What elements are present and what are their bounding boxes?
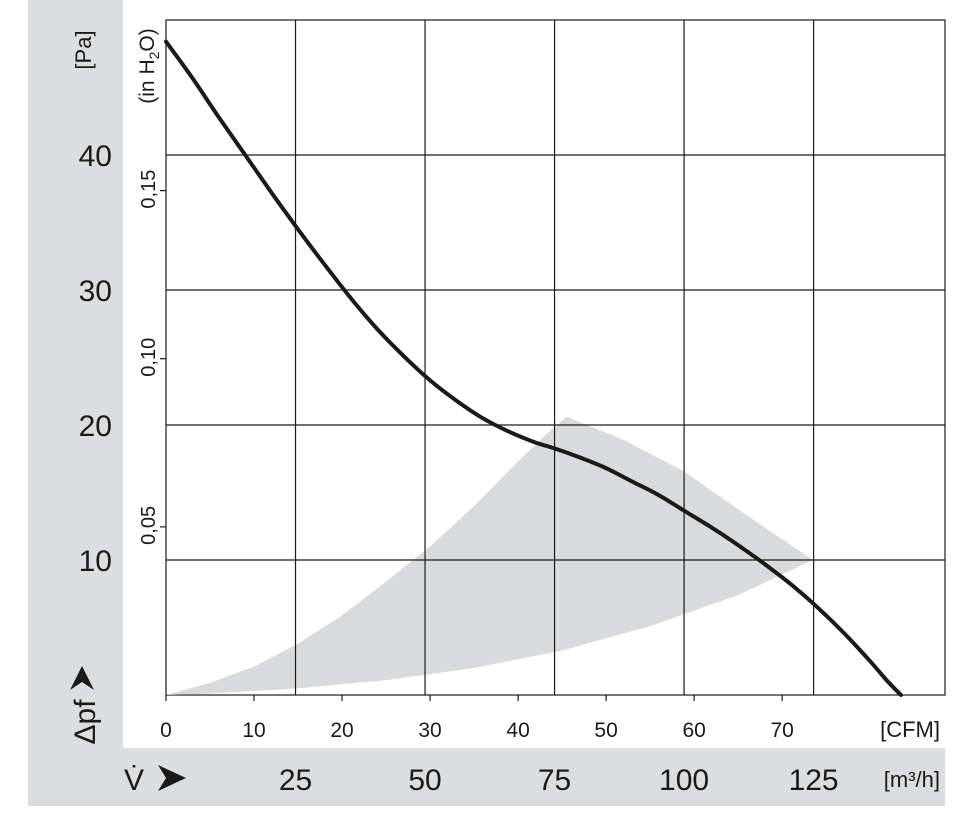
y-axis-unit-pa: [Pa] — [71, 30, 96, 69]
y-tick-label-inh2o: 0,15 — [138, 170, 160, 209]
y-tick-label-inh2o: 0,10 — [138, 338, 160, 377]
operating-region — [166, 416, 813, 695]
x-tick-label-cfm: 50 — [594, 719, 617, 742]
y-axis-symbol: Δpf — [69, 699, 102, 745]
left-axis-band — [28, 0, 123, 806]
y-tick-label-pa: 10 — [79, 545, 112, 578]
x-tick-label-cfm: 60 — [682, 719, 705, 742]
x-axis-symbol: V̇ — [124, 764, 144, 797]
x-tick-label-m3h: 50 — [408, 764, 441, 797]
y-tick-label-pa: 20 — [79, 410, 112, 443]
x-tick-label-cfm: 20 — [330, 719, 353, 742]
y-axis-unit-inh2o: (in H2O) — [136, 28, 162, 103]
x-tick-label-m3h: 75 — [538, 764, 571, 797]
x-axis-unit-m3h: [m³/h] — [884, 767, 940, 792]
x-tick-label-cfm: 30 — [418, 719, 441, 742]
y-tick-label-inh2o: 0,05 — [138, 506, 160, 545]
x-tick-label-cfm: 40 — [506, 719, 529, 742]
fan-curve-line — [164, 39, 903, 697]
y-tick-label-pa: 40 — [79, 140, 112, 173]
x-tick-label-m3h: 100 — [659, 764, 709, 797]
y-tick-label-pa: 30 — [79, 275, 112, 308]
x-tick-label-cfm: 10 — [242, 719, 265, 742]
x-axis-unit-cfm: [CFM] — [880, 717, 940, 742]
x-axis-arrow-icon — [158, 765, 186, 791]
x-tick-label-cfm: 0 — [160, 719, 172, 742]
x-tick-label-cfm: 70 — [770, 719, 793, 742]
x-tick-label-m3h: 25 — [279, 764, 312, 797]
y-axis-arrow-icon — [70, 666, 94, 690]
x-tick-label-m3h: 125 — [789, 764, 839, 797]
